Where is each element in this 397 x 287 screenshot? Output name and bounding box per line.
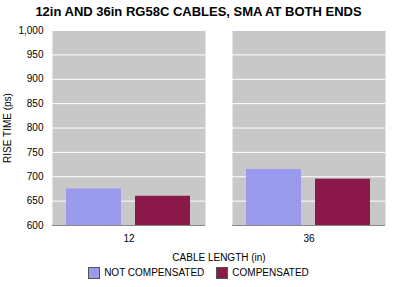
svg-text:RISE TIME (ps): RISE TIME (ps) <box>2 93 13 163</box>
html-text:COMPENSATED: COMPENSATED <box>232 266 309 278</box>
svg-text:12: 12 <box>123 233 135 244</box>
svg-text:CABLE LENGTH (in): CABLE LENGTH (in) <box>172 252 265 263</box>
svg-text:800: 800 <box>27 122 44 133</box>
html-text:NOT COMPENSATED: NOT COMPENSATED <box>104 266 205 278</box>
svg-text:600: 600 <box>27 220 44 231</box>
svg-text:950: 950 <box>27 49 44 60</box>
svg-text:36: 36 <box>303 233 315 244</box>
svg-text:650: 650 <box>27 195 44 206</box>
svg-text:1,000: 1,000 <box>18 25 43 36</box>
svg-text:850: 850 <box>27 98 44 109</box>
svg-text:700: 700 <box>27 171 44 182</box>
svg-text:900: 900 <box>27 73 44 84</box>
svg-text:750: 750 <box>27 147 44 158</box>
html-text:12in AND 36in RG58C CABLES, SM: 12in AND 36in RG58C CABLES, SMA AT BOTH … <box>35 4 362 19</box>
